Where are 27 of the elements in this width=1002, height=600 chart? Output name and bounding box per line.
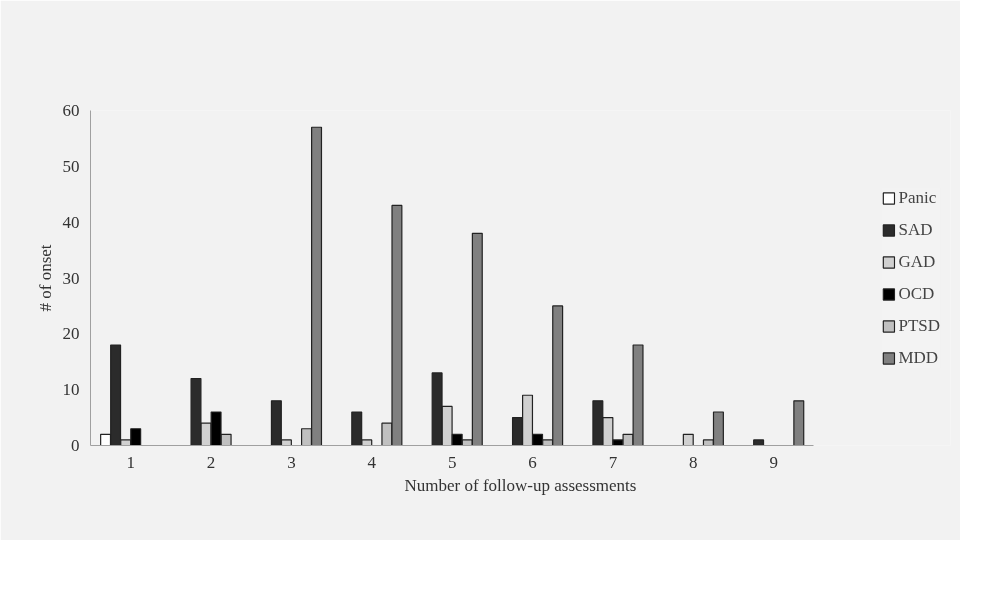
legend-label: PTSD xyxy=(898,315,940,336)
y-axis-title: # of onset xyxy=(35,244,55,312)
y-tick-label: 0 xyxy=(71,436,80,455)
x-tick-label: 1 xyxy=(126,452,135,472)
y-tick-label: 50 xyxy=(62,156,80,176)
y-tick-label: 40 xyxy=(62,212,80,232)
y-tick-label: 30 xyxy=(62,268,80,288)
x-tick-label: 7 xyxy=(608,452,618,472)
legend-label: Panic xyxy=(898,187,937,208)
x-tick-label: 3 xyxy=(287,452,296,472)
legend-label: MDD xyxy=(898,347,939,368)
bar xyxy=(682,433,694,446)
y-tick-label: 10 xyxy=(62,380,80,400)
bar xyxy=(793,400,805,446)
x-tick-label: 4 xyxy=(367,452,377,472)
y-tick-label: 60 xyxy=(62,101,80,120)
x-tick-label: 2 xyxy=(206,452,216,472)
x-tick-label: 5 xyxy=(447,452,457,472)
legend-label: OCD xyxy=(898,283,935,304)
legend-label: SAD xyxy=(898,219,933,240)
legend-label: GAD xyxy=(898,251,936,272)
x-tick-label: 6 xyxy=(528,452,537,472)
x-tick-label: 9 xyxy=(769,452,778,472)
x-axis-title: Number of follow-up assessments xyxy=(404,475,637,495)
y-tick-label: 20 xyxy=(62,324,80,344)
x-tick-label: 8 xyxy=(689,452,698,472)
bar xyxy=(753,439,765,446)
